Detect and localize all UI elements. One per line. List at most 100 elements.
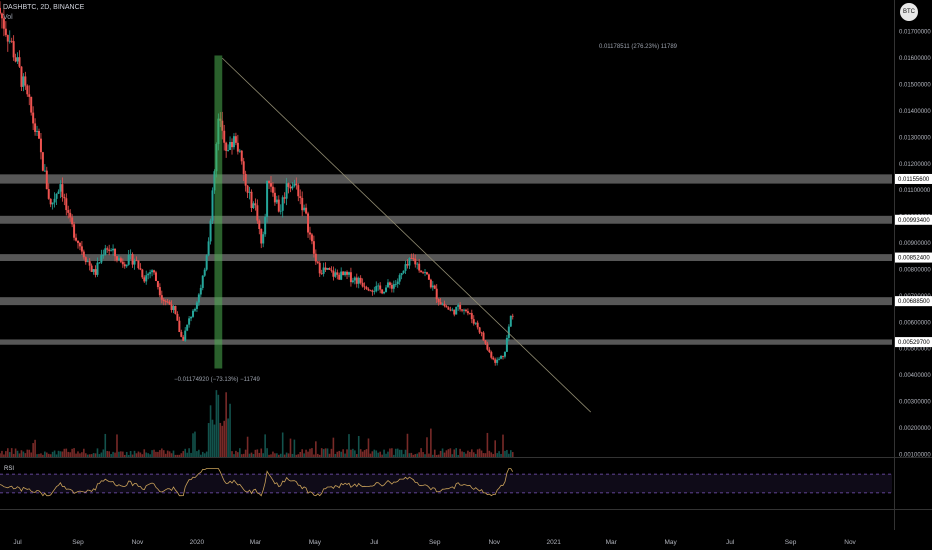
volume-bar-127 [246, 436, 249, 457]
volume-bar-99 [192, 433, 194, 457]
volume-bar-7 [12, 453, 15, 457]
rsi-label: RSI [4, 466, 14, 472]
candle-body-26 [49, 198, 52, 205]
volume-bar-222 [432, 454, 434, 457]
time-axis[interactable]: Jul Sep Nov 2020 Mar May Jul Sep Nov 2021 Mar May Ju… [13, 539, 856, 546]
candle-body-135 [262, 234, 265, 244]
volume-bar-112 [217, 394, 220, 457]
volume-bar-141 [274, 453, 276, 457]
zone-band-3 [0, 297, 892, 306]
candle-body-226 [439, 302, 442, 305]
volume-bar-30 [57, 450, 60, 457]
candle-body-139 [269, 183, 272, 187]
volume-bar-212 [412, 454, 415, 457]
candle-body-147 [285, 183, 288, 199]
candle-body-146 [283, 197, 286, 199]
volume-bar-87 [168, 451, 171, 457]
volume-bar-33 [63, 448, 66, 457]
time-tick-8: Nov [488, 539, 500, 546]
volume-bar-162 [315, 441, 317, 457]
candle-body-23 [43, 170, 46, 172]
volume-bar-245 [476, 449, 479, 457]
candle-body-243 [472, 319, 475, 324]
volume-bar-263 [511, 452, 514, 457]
volume-bar-214 [416, 453, 419, 457]
candle-body-131 [254, 203, 257, 206]
candle-body-77 [149, 272, 152, 274]
symbol-title: DASHBTC, 2D, BINANCE [3, 4, 85, 11]
volume-bar-224 [435, 454, 438, 457]
candle-body-37 [71, 217, 74, 225]
candle-body-115 [223, 130, 226, 143]
candle-body-43 [82, 251, 85, 258]
candle-body-244 [474, 322, 477, 324]
volume-bar-240 [467, 450, 469, 457]
candle-body-11 [20, 66, 23, 87]
volume-bars [0, 390, 514, 457]
volume-bar-114 [221, 425, 224, 457]
candle-body-250 [486, 343, 489, 350]
candle-body-20 [37, 130, 40, 139]
volume-bar-50 [96, 448, 99, 457]
volume-bar-161 [313, 454, 315, 457]
candle-body-187 [363, 286, 366, 288]
candle-body-89 [172, 306, 175, 310]
volume-bar-11 [20, 450, 23, 457]
candle-body-52 [100, 255, 103, 263]
volume-bar-8 [14, 448, 17, 457]
price-tick-5: 0.01200000 [899, 162, 931, 168]
volume-bar-34 [65, 448, 68, 457]
volume-bar-259 [504, 450, 506, 457]
candle-body-35 [67, 210, 70, 213]
candle-body-29 [55, 193, 58, 199]
bottom-measure-label: −0.01174920 (−73.13%) −11749 [174, 377, 260, 383]
candle-body-98 [190, 316, 193, 319]
candle-body-100 [193, 308, 196, 311]
volume-bar-132 [256, 449, 259, 457]
candle-body-18 [34, 123, 37, 132]
volume-bar-9 [16, 450, 19, 457]
candle-body-221 [429, 279, 432, 288]
volume-bar-157 [305, 449, 307, 457]
volume-bar-166 [322, 449, 325, 457]
volume-bar-208 [404, 449, 407, 457]
volume-bar-159 [309, 448, 311, 457]
volume-bar-202 [393, 454, 395, 457]
volume-bar-55 [106, 451, 109, 457]
volume-bar-183 [355, 454, 358, 457]
candle-body-160 [310, 234, 313, 242]
volume-bar-170 [330, 448, 333, 457]
price-tick-12: 0.00500000 [899, 347, 931, 353]
candle-body-217 [422, 272, 425, 274]
volume-bar-67 [129, 451, 132, 457]
volume-bar-247 [480, 450, 483, 457]
candle-body-42 [80, 246, 83, 252]
candle-body-213 [414, 258, 417, 265]
candle-body-158 [307, 213, 310, 233]
candle-body-237 [461, 309, 464, 311]
candle-body-2 [2, 18, 5, 29]
candle-body-34 [65, 198, 68, 211]
price-axis[interactable]: 0.01700000 0.01600000 0.01500000 0.01400000… [895, 30, 932, 459]
volume-bar-83 [161, 448, 163, 457]
volume-bar-169 [328, 453, 331, 457]
candle-body-169 [328, 267, 331, 270]
candle-body-183 [355, 277, 358, 284]
candle-body-252 [490, 352, 493, 358]
candle-body-167 [324, 267, 327, 270]
candle-body-262 [509, 315, 512, 327]
top-measure-label: 0.01178511 (276.23%) 11789 [599, 44, 678, 50]
candle-body-31 [59, 184, 62, 192]
volume-bar-174 [338, 450, 341, 457]
zone-price-label-3: 0.00688500 [898, 299, 930, 305]
volume-bar-119 [231, 451, 233, 457]
volume-bar-12 [22, 451, 25, 457]
volume-bar-175 [340, 451, 342, 457]
volume-bar-155 [301, 449, 303, 457]
currency-badge[interactable]: BTC [900, 3, 918, 21]
volume-bar-15 [28, 449, 31, 457]
volume-bar-59 [114, 452, 116, 457]
volume-bar-90 [174, 454, 177, 457]
volume-bar-68 [131, 454, 134, 457]
